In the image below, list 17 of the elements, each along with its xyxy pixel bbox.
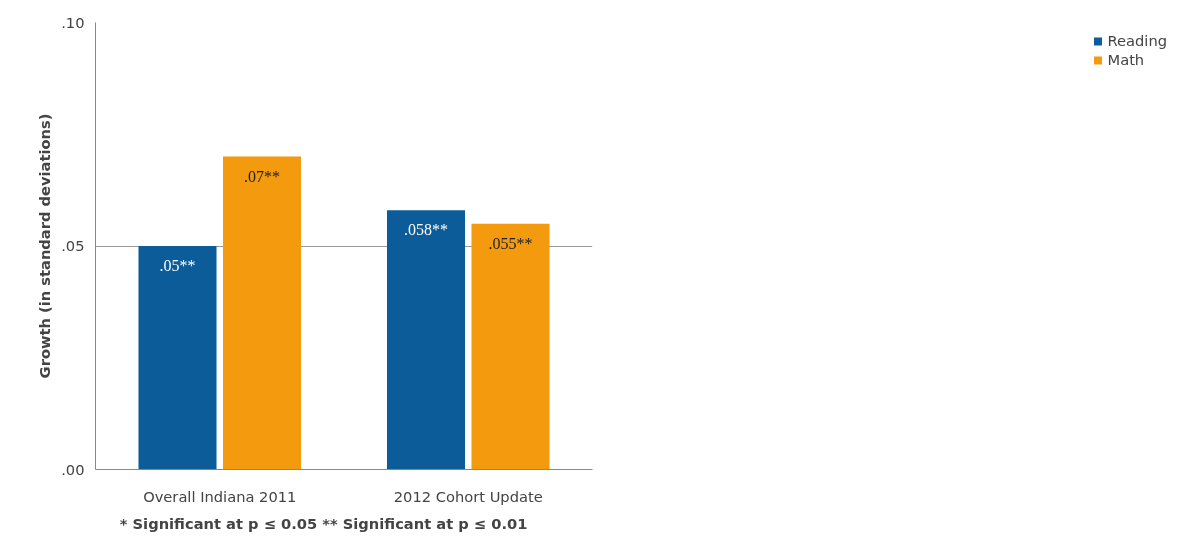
bar: [471, 223, 550, 470]
x-tick-label: Overall Indiana 2011: [143, 487, 297, 505]
bar: [222, 156, 302, 470]
y-tick-label: .00: [61, 460, 85, 478]
bar: [386, 210, 466, 470]
y-tick-label: .10: [61, 13, 85, 31]
y-tick-label: .05: [61, 237, 85, 254]
x-tick-label: 2012 Cohort Update: [393, 487, 543, 505]
legend-label: Reading: [1107, 32, 1167, 49]
data-label: .07**: [243, 167, 280, 185]
bar: [138, 246, 217, 470]
text: * Significant at p ≤ 0.05 ** Significant at p ≤ 0.01: [119, 514, 528, 532]
data-label: .058**: [404, 221, 449, 239]
data-label: .05**: [159, 257, 196, 274]
legend-label: Math: [1107, 51, 1145, 68]
y-axis-title: Growth (in standard deviations): [36, 113, 54, 379]
data-label: .055**: [488, 234, 533, 252]
